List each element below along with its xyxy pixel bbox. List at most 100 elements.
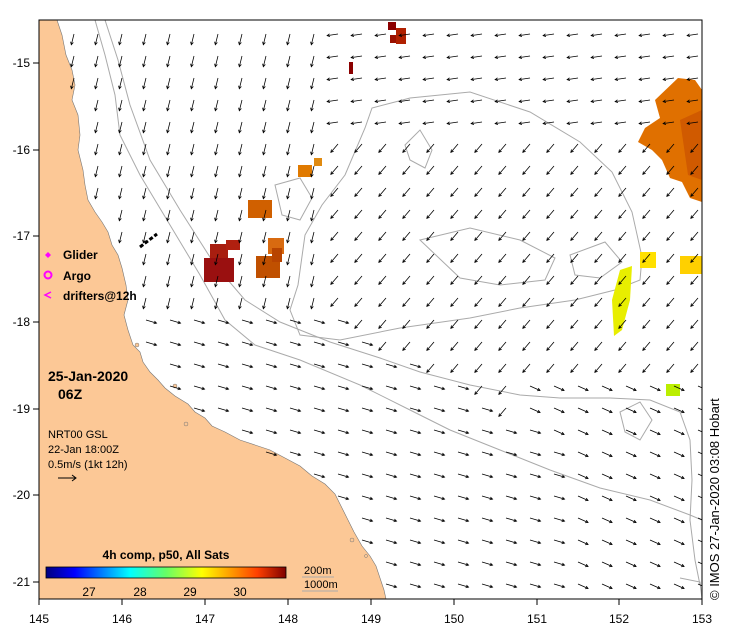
current-arrow-head: [369, 496, 374, 501]
current-arrow: [498, 297, 507, 307]
current-arrow: [330, 187, 339, 197]
current-arrow: [286, 275, 291, 287]
current-arrow-head: [570, 149, 574, 153]
current-arrow-head: [238, 239, 242, 244]
current-arrow-head: [585, 497, 589, 502]
current-arrow: [118, 143, 123, 155]
current-arrow: [262, 209, 267, 221]
current-arrow: [519, 77, 531, 81]
current-arrow-head: [666, 325, 670, 329]
current-arrow-head: [666, 369, 670, 373]
current-arrow-head: [142, 239, 146, 244]
current-arrow-head: [513, 496, 518, 501]
current-arrow-head: [398, 55, 403, 60]
current-arrow: [190, 275, 195, 287]
current-arrow-head: [214, 305, 218, 310]
current-arrow: [402, 165, 411, 175]
current-arrow: [474, 297, 483, 307]
current-arrow-head: [402, 347, 406, 351]
current-arrow: [354, 297, 363, 307]
current-arrow-head: [345, 386, 350, 391]
current-arrow-head: [426, 259, 430, 263]
current-arrow: [142, 77, 147, 89]
current-arrow-head: [321, 430, 326, 435]
current-arrow: [457, 539, 469, 544]
current-arrow-head: [238, 173, 242, 178]
current-arrow: [642, 209, 651, 219]
current-arrow: [118, 55, 123, 67]
current-arrow-head: [422, 77, 427, 82]
current-arrow-head: [190, 261, 194, 266]
current-arrow: [385, 429, 397, 434]
current-arrow: [591, 55, 603, 59]
x-tick-label: 146: [112, 612, 132, 626]
current-arrow-head: [345, 320, 350, 325]
current-arrow-head: [214, 129, 218, 134]
current-arrow-head: [238, 217, 242, 222]
current-arrow: [361, 539, 373, 544]
current-arrow-head: [585, 519, 589, 524]
current-arrow-head: [262, 107, 266, 112]
x-tick-label: 153: [692, 612, 712, 626]
drifter-marker-icon: [43, 291, 52, 299]
current-arrow: [553, 385, 565, 391]
current-arrow: [519, 99, 531, 103]
current-arrow-head: [393, 364, 398, 369]
current-arrow: [553, 451, 565, 456]
current-arrow: [399, 33, 411, 37]
current-arrow-head: [422, 33, 427, 38]
current-arrow-head: [177, 320, 182, 325]
current-arrow: [498, 187, 507, 197]
current-arrow-head: [666, 303, 670, 307]
current-arrow: [639, 99, 651, 103]
current-arrow-head: [494, 55, 499, 60]
current-arrow: [625, 451, 637, 457]
current-arrow: [474, 253, 483, 263]
current-arrow-head: [354, 237, 358, 241]
current-arrow: [594, 275, 603, 285]
current-arrow: [546, 363, 555, 373]
current-arrow: [190, 77, 195, 89]
current-arrow-head: [378, 259, 382, 263]
current-arrow: [262, 187, 267, 199]
current-arrow: [639, 77, 651, 81]
current-arrow: [697, 539, 702, 543]
current-arrow: [286, 99, 291, 111]
current-arrow: [546, 165, 555, 175]
current-arrow-head: [321, 408, 326, 413]
current-arrow: [313, 385, 325, 390]
current-arrow-head: [690, 237, 694, 241]
legend-glider-label: Glider: [63, 248, 98, 262]
current-arrow-head: [474, 369, 478, 373]
current-arrow: [481, 473, 493, 478]
x-tick-label: 147: [195, 612, 215, 626]
current-arrow: [286, 209, 291, 221]
current-arrow-head: [177, 386, 182, 391]
current-arrow: [409, 407, 421, 412]
current-arrow-head: [190, 63, 194, 68]
current-arrow-head: [489, 408, 494, 413]
current-arrow: [457, 495, 469, 500]
current-arrow: [330, 297, 339, 307]
current-arrow-head: [238, 151, 242, 156]
current-arrow: [94, 33, 99, 45]
current-arrow-head: [393, 518, 398, 523]
current-arrow: [594, 231, 603, 241]
current-arrow: [190, 297, 195, 309]
current-arrow-head: [441, 452, 446, 457]
current-arrow: [166, 33, 171, 45]
current-arrow: [145, 319, 157, 324]
current-arrow: [601, 451, 613, 457]
current-arrow: [567, 55, 579, 59]
current-arrow: [673, 495, 685, 501]
current-arrow-head: [262, 305, 266, 310]
current-scale-label: 0.5m/s (1kt 12h): [48, 459, 127, 471]
current-arrow-head: [330, 171, 334, 175]
current-arrow: [553, 539, 565, 544]
current-arrow: [214, 297, 219, 309]
current-arrow: [591, 77, 603, 81]
current-arrow-head: [378, 171, 382, 175]
current-arrow: [498, 231, 507, 241]
current-arrow: [546, 143, 555, 153]
current-arrow: [238, 77, 243, 89]
